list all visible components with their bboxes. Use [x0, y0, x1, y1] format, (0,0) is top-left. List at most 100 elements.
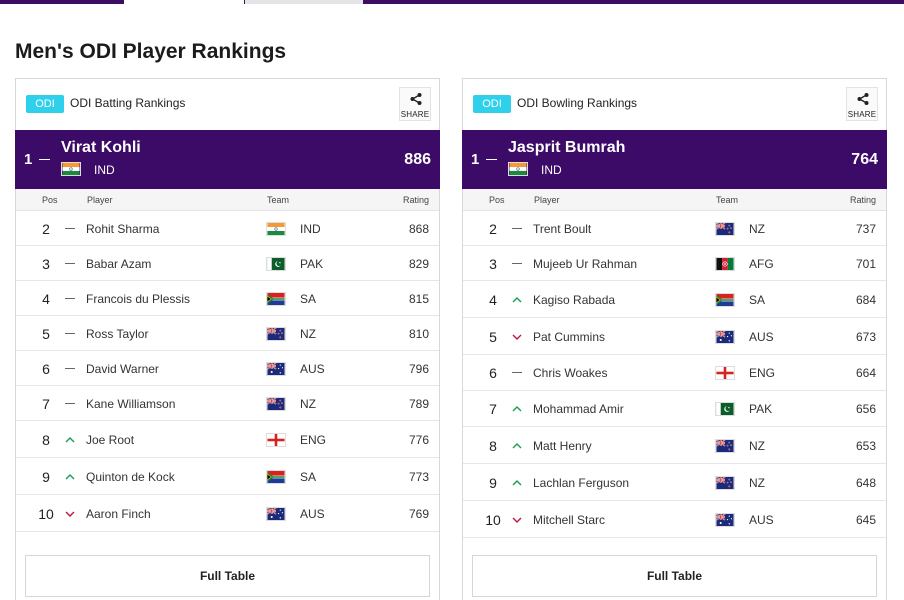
player-name[interactable]: Mujeeb Ur Rahman	[533, 257, 638, 271]
table-row[interactable]: 2 Rohit Sharma IND 868	[16, 211, 439, 246]
player-name[interactable]: Kagiso Rabada	[533, 293, 616, 307]
full-table-button[interactable]: Full Table	[472, 555, 877, 597]
team-code: IND	[300, 222, 321, 236]
table-row[interactable]: 6 David Warner AUS 796	[16, 351, 439, 386]
rank-position: 2	[42, 221, 50, 237]
top-nav-bar	[0, 0, 904, 4]
nav-tab[interactable]	[245, 0, 363, 4]
team-code: SA	[300, 292, 317, 306]
no-change-icon	[511, 367, 523, 379]
nav-tab-active[interactable]	[124, 0, 244, 4]
player-rating: 684	[855, 293, 876, 307]
team-code: ENG	[749, 366, 776, 380]
team-code: NZ	[300, 397, 316, 411]
table-row[interactable]: 8 Joe Root ENG 776	[16, 421, 439, 458]
new-zealand-flag-icon	[266, 397, 286, 411]
player-name[interactable]: Chris Woakes	[533, 366, 608, 380]
team-code: PAK	[749, 402, 773, 416]
team-code: NZ	[300, 327, 316, 341]
team-code: NZ	[749, 476, 765, 490]
panel-title: ODI Batting Rankings	[70, 96, 186, 110]
table-row[interactable]: 9 Quinton de Kock SA 773	[16, 458, 439, 495]
no-change-icon	[64, 398, 76, 410]
rank-position: 3	[489, 256, 497, 272]
player-rating: 701	[855, 257, 876, 271]
india-flag-icon	[266, 222, 286, 236]
team-code: AUS	[749, 330, 774, 344]
batting-rankings-panel: ODI ODI Batting Rankings SHARE 1 Virat K…	[15, 78, 440, 600]
table-row[interactable]: 7 Mohammad Amir PAK 656	[463, 391, 886, 427]
england-flag-icon	[715, 366, 735, 380]
player-rating: 796	[408, 362, 429, 376]
player-rating: 653	[855, 439, 876, 453]
table-row[interactable]: 2 Trent Boult NZ 737	[463, 211, 886, 246]
team-code: NZ	[749, 439, 765, 453]
table-row[interactable]: 10 Mitchell Starc AUS 645	[463, 501, 886, 538]
leader-team: IND	[541, 163, 562, 177]
player-rating: 648	[855, 476, 876, 490]
leader-row[interactable]: 1 Virat Kohli IND 886	[15, 130, 440, 189]
india-flag-icon	[508, 162, 528, 176]
player-rating: 776	[408, 433, 429, 447]
table-row[interactable]: 5 Ross Taylor NZ 810	[16, 316, 439, 351]
player-name[interactable]: Pat Cummins	[533, 330, 606, 344]
new-zealand-flag-icon	[715, 439, 735, 453]
share-button[interactable]: SHARE	[399, 87, 431, 121]
rank-up-icon	[64, 434, 76, 446]
player-rating: 656	[855, 402, 876, 416]
australia-flag-icon	[715, 513, 735, 527]
player-name[interactable]: Francois du Plessis	[86, 292, 191, 306]
rank-position: 7	[42, 396, 50, 412]
player-name[interactable]: Lachlan Ferguson	[533, 476, 630, 490]
leader-row[interactable]: 1 Jasprit Bumrah IND 764	[462, 130, 887, 189]
full-table-button[interactable]: Full Table	[25, 555, 430, 597]
south-africa-flag-icon	[266, 470, 286, 484]
no-change-icon	[64, 293, 76, 305]
player-name[interactable]: Aaron Finch	[86, 507, 151, 521]
table-row[interactable]: 3 Babar Azam PAK 829	[16, 246, 439, 281]
no-change-icon	[486, 159, 497, 160]
rank-up-icon	[64, 471, 76, 483]
player-name[interactable]: Joe Root	[86, 433, 135, 447]
player-rating: 769	[408, 507, 429, 521]
player-rating: 645	[855, 513, 876, 527]
player-rating: 737	[855, 222, 876, 236]
leader-name[interactable]: Virat Kohli	[61, 139, 141, 156]
player-name[interactable]: Kane Williamson	[86, 397, 176, 411]
player-name[interactable]: Babar Azam	[86, 257, 152, 271]
rank-position: 3	[42, 256, 50, 272]
table-row[interactable]: 4 Kagiso Rabada SA 684	[463, 281, 886, 318]
table-row[interactable]: 9 Lachlan Ferguson NZ 648	[463, 464, 886, 501]
player-name[interactable]: Mitchell Starc	[533, 513, 606, 527]
player-name[interactable]: Ross Taylor	[86, 327, 149, 341]
team-code: AUS	[749, 513, 774, 527]
panel-header: ODI ODI Bowling Rankings SHARE	[463, 79, 886, 129]
format-badge: ODI	[26, 95, 64, 113]
table-row[interactable]: 3 Mujeeb Ur Rahman AFG 701	[463, 246, 886, 281]
share-button[interactable]: SHARE	[846, 87, 878, 121]
table-row[interactable]: 10 Aaron Finch AUS 769	[16, 495, 439, 532]
table-row[interactable]: 8 Matt Henry NZ 653	[463, 427, 886, 464]
player-name[interactable]: David Warner	[86, 362, 159, 376]
player-name[interactable]: Quinton de Kock	[86, 470, 175, 484]
player-name[interactable]: Mohammad Amir	[533, 402, 624, 416]
col-player: Player	[87, 195, 113, 205]
team-code: AFG	[749, 257, 774, 271]
player-name[interactable]: Rohit Sharma	[86, 222, 160, 236]
new-zealand-flag-icon	[715, 222, 735, 236]
rank-position: 7	[489, 401, 497, 417]
rank-position: 10	[485, 512, 501, 528]
table-row[interactable]: 6 Chris Woakes ENG 664	[463, 355, 886, 391]
table-row[interactable]: 7 Kane Williamson NZ 789	[16, 386, 439, 421]
player-name[interactable]: Matt Henry	[533, 439, 592, 453]
no-change-icon	[511, 223, 523, 235]
rank-down-icon	[511, 514, 523, 526]
panel-header: ODI ODI Batting Rankings SHARE	[16, 79, 439, 129]
pakistan-flag-icon	[266, 257, 286, 271]
player-name[interactable]: Trent Boult	[533, 222, 592, 236]
no-change-icon	[64, 258, 76, 270]
leader-name[interactable]: Jasprit Bumrah	[508, 139, 626, 156]
table-row[interactable]: 4 Francois du Plessis SA 815	[16, 281, 439, 316]
table-row[interactable]: 5 Pat Cummins AUS 673	[463, 318, 886, 355]
australia-flag-icon	[266, 362, 286, 376]
